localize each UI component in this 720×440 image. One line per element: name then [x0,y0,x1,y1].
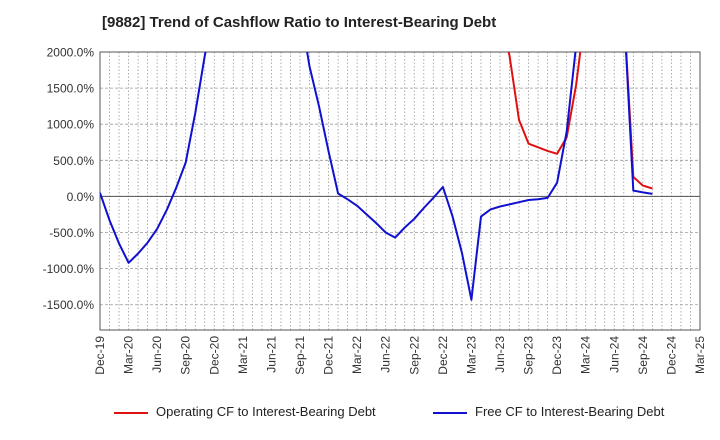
x-tick-label: Dec-23 [550,336,564,375]
legend-label-free-cf: Free CF to Interest-Bearing Debt [475,404,665,419]
x-tick-label: Sep-24 [636,336,650,375]
x-tick-label: Mar-23 [464,336,478,374]
y-tick-label: 0.0% [67,190,95,204]
x-tick-label: Sep-21 [293,336,307,375]
x-tick-label: Jun-20 [150,336,164,373]
x-tick-label: Dec-24 [664,336,678,375]
x-tick-label: Mar-25 [693,336,707,374]
x-tick-label: Jun-23 [493,336,507,373]
x-tick-label: Dec-20 [207,336,221,375]
x-tick-label: Mar-21 [236,336,250,374]
series-line-free-cf-segment-1 [100,52,207,264]
x-tick-label: Jun-24 [607,336,621,373]
chart-title: [9882] Trend of Cashflow Ratio to Intere… [102,14,497,31]
y-tick-label: 2000.0% [47,46,95,60]
y-tick-label: -500.0% [49,226,94,240]
series-line-free-cf-segment-3 [625,52,653,195]
series-line-free-cf-segment-2 [306,52,577,301]
x-tick-label: Sep-20 [179,336,193,375]
plot-frame [99,51,701,331]
y-tick-label: -1500.0% [43,298,95,312]
x-tick-label: Mar-24 [579,336,593,374]
series-line-operating-cf-segment-1 [507,52,582,155]
y-tick-label: -1000.0% [43,262,95,276]
x-tick-label: Mar-20 [122,336,136,374]
y-tick-label: 1500.0% [47,82,95,96]
legend-swatch-operating-cf [114,411,148,414]
x-tick-label: Dec-22 [436,336,450,375]
x-tick-label: Sep-23 [522,336,536,375]
x-tick-label: Dec-19 [93,336,107,375]
x-tick-label: Jun-21 [264,336,278,373]
legend-label-operating-cf: Operating CF to Interest-Bearing Debt [156,404,376,419]
legend-item-operating-cf: Operating CF to Interest-Bearing Debt [114,404,376,419]
y-tick-label: 500.0% [53,154,94,168]
x-tick-label: Sep-22 [407,336,421,375]
legend-swatch-free-cf [433,411,467,414]
legend-item-free-cf: Free CF to Interest-Bearing Debt [433,404,664,419]
x-tick-label: Jun-22 [379,336,393,373]
x-tick-label: Dec-21 [322,336,336,375]
y-tick-label: 1000.0% [47,118,95,132]
x-tick-label: Mar-22 [350,336,364,374]
